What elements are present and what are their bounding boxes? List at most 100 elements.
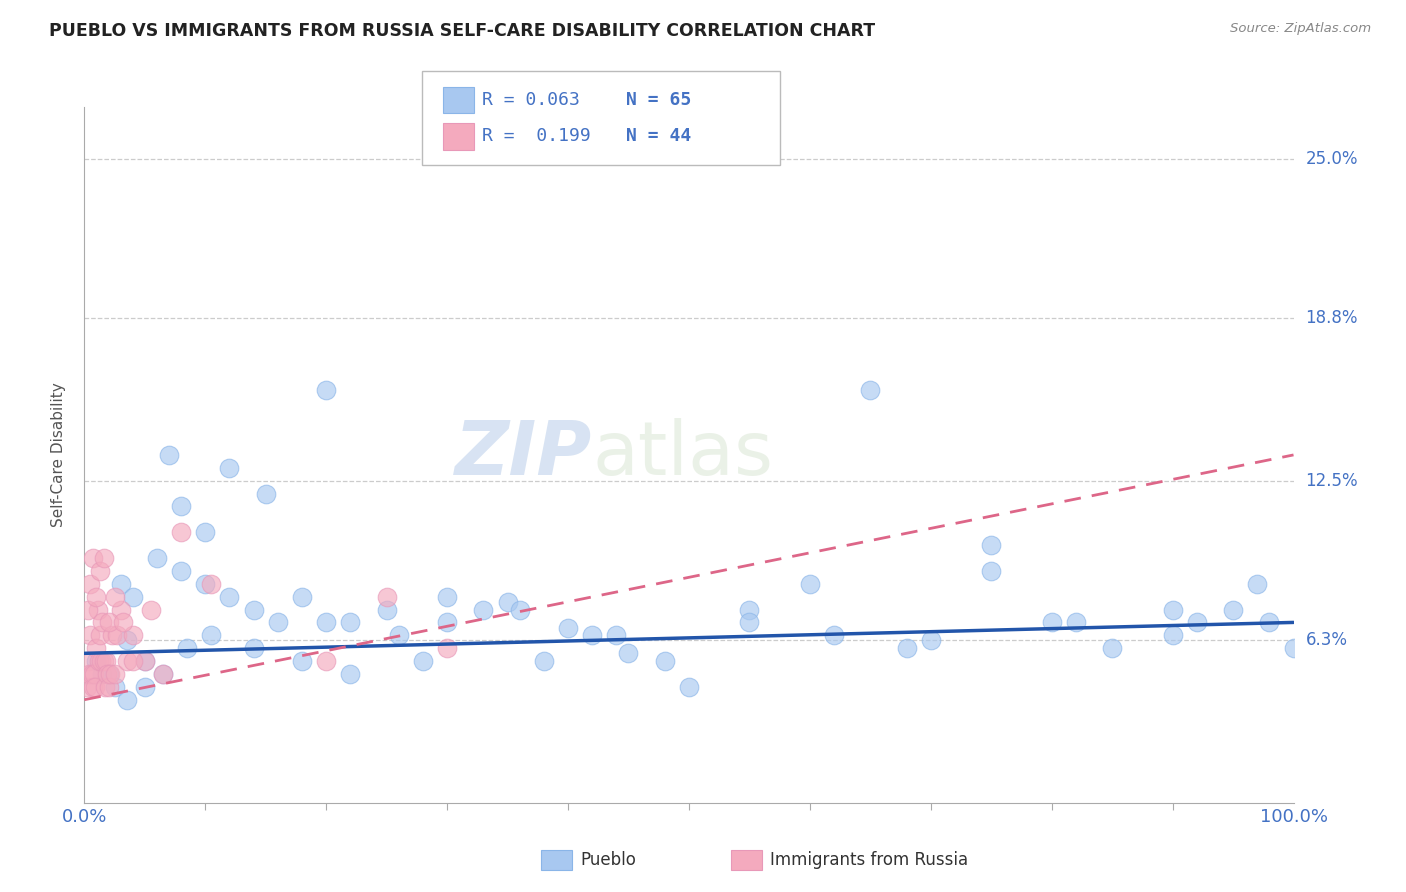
Text: 6.3%: 6.3% — [1306, 632, 1347, 649]
Text: 18.8%: 18.8% — [1306, 310, 1358, 327]
Text: R = 0.063: R = 0.063 — [482, 91, 581, 109]
Point — [388, 628, 411, 642]
Point — [110, 602, 132, 616]
Point — [315, 654, 337, 668]
Point — [291, 654, 314, 668]
Point — [77, 602, 100, 616]
Point — [86, 641, 108, 656]
Point — [678, 680, 700, 694]
Point — [194, 576, 217, 591]
Point — [605, 628, 627, 642]
Point — [98, 667, 121, 681]
Point — [315, 615, 337, 630]
Text: 12.5%: 12.5% — [1306, 472, 1358, 490]
Point — [94, 654, 117, 668]
Point — [97, 615, 120, 630]
Point — [533, 654, 555, 668]
Text: Pueblo: Pueblo — [581, 851, 637, 869]
Text: Immigrants from Russia: Immigrants from Russia — [770, 851, 969, 869]
Point — [194, 525, 217, 540]
Point — [104, 680, 127, 694]
Point — [139, 602, 162, 616]
Point — [242, 641, 264, 656]
Point — [146, 551, 169, 566]
Point — [84, 680, 107, 694]
Point — [76, 680, 98, 694]
Point — [823, 628, 845, 642]
Point — [375, 602, 398, 616]
Text: PUEBLO VS IMMIGRANTS FROM RUSSIA SELF-CARE DISABILITY CORRELATION CHART: PUEBLO VS IMMIGRANTS FROM RUSSIA SELF-CA… — [49, 22, 876, 40]
Point — [79, 628, 101, 642]
Point — [87, 654, 110, 668]
Point — [1258, 615, 1281, 630]
Point — [339, 615, 361, 630]
Point — [375, 590, 398, 604]
Point — [254, 486, 277, 500]
Point — [134, 680, 156, 694]
Point — [121, 628, 143, 642]
Point — [176, 641, 198, 656]
Point — [1064, 615, 1087, 630]
Point — [436, 615, 458, 630]
Point — [920, 633, 942, 648]
Point — [896, 641, 918, 656]
Point — [339, 667, 361, 681]
Point — [134, 654, 156, 668]
Point — [654, 654, 676, 668]
Point — [436, 641, 458, 656]
Text: Source: ZipAtlas.com: Source: ZipAtlas.com — [1230, 22, 1371, 36]
Point — [617, 646, 640, 660]
Point — [1040, 615, 1063, 630]
Point — [315, 384, 337, 398]
Point — [91, 615, 114, 630]
Point — [97, 680, 120, 694]
Point — [121, 654, 143, 668]
Point — [738, 615, 761, 630]
Point — [96, 667, 118, 681]
Point — [291, 590, 314, 604]
Text: N = 65: N = 65 — [626, 91, 690, 109]
Point — [89, 628, 111, 642]
Point — [170, 564, 193, 578]
Point — [1161, 628, 1184, 642]
Point — [94, 680, 117, 694]
Point — [110, 576, 132, 591]
Text: N = 44: N = 44 — [626, 128, 690, 145]
Point — [1246, 576, 1268, 591]
Point — [82, 680, 104, 694]
Point — [581, 628, 603, 642]
Point — [97, 667, 120, 681]
Point — [1101, 641, 1123, 656]
Point — [496, 595, 519, 609]
Point — [1185, 615, 1208, 630]
Point — [218, 590, 240, 604]
Text: atlas: atlas — [592, 418, 773, 491]
Point — [93, 654, 115, 668]
Point — [412, 654, 434, 668]
Point — [115, 654, 138, 668]
Point — [509, 602, 531, 616]
Point — [112, 615, 135, 630]
Point — [859, 384, 882, 398]
Point — [267, 615, 290, 630]
Point — [799, 576, 821, 591]
Y-axis label: Self-Care Disability: Self-Care Disability — [51, 383, 66, 527]
Point — [157, 448, 180, 462]
Point — [90, 654, 112, 668]
Point — [93, 551, 115, 566]
Point — [200, 628, 222, 642]
Point — [101, 628, 124, 642]
Point — [152, 667, 174, 681]
Point — [218, 460, 240, 475]
Point — [1222, 602, 1244, 616]
Point — [86, 590, 108, 604]
Text: R =  0.199: R = 0.199 — [482, 128, 591, 145]
Point — [83, 667, 105, 681]
Point — [80, 667, 103, 681]
Point — [200, 576, 222, 591]
Point — [1282, 641, 1305, 656]
Point — [115, 692, 138, 706]
Point — [79, 576, 101, 591]
Point — [77, 667, 100, 681]
Point — [170, 525, 193, 540]
